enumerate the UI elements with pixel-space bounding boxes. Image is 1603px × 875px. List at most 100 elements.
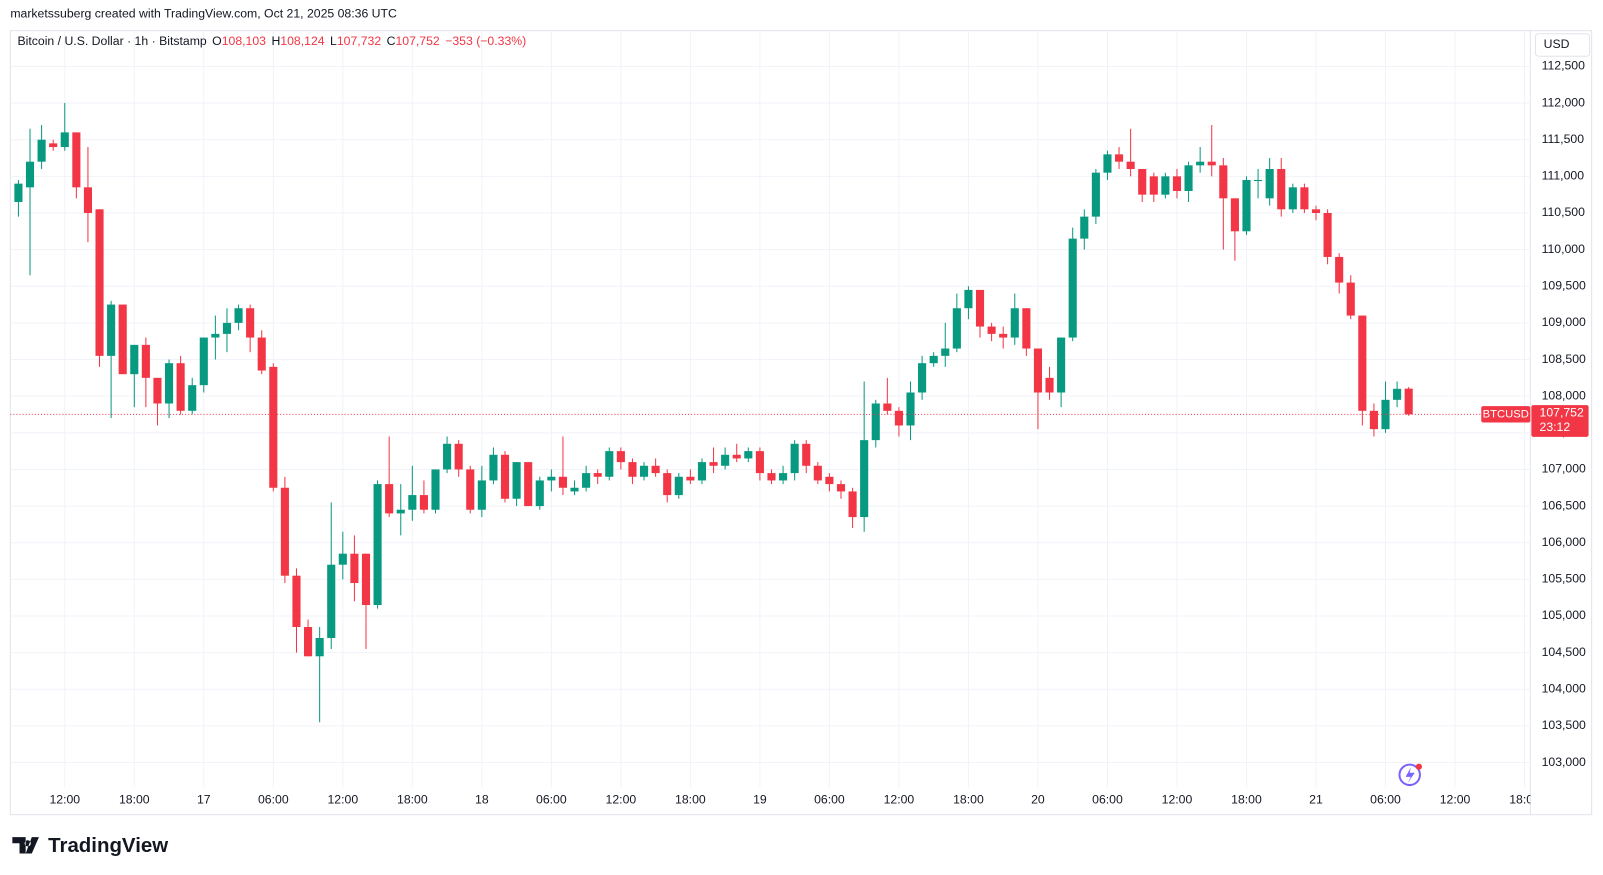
candle-body: [1045, 377, 1054, 393]
candle-body: [60, 132, 69, 148]
candle-body: [929, 355, 938, 364]
y-tick-label: 111,500: [1542, 132, 1585, 146]
candle-body: [1230, 198, 1239, 232]
ticker-label: BTCUSD: [1483, 408, 1529, 420]
candle-body: [1323, 212, 1332, 257]
candle-body: [1358, 315, 1367, 411]
candle-body: [315, 637, 324, 657]
chart-frame: [9, 30, 1593, 816]
candle-body: [1242, 180, 1251, 232]
candle-body: [524, 462, 533, 507]
candle-body: [1172, 176, 1182, 191]
candle-body: [222, 322, 232, 334]
candle-body: [1254, 180, 1263, 182]
candle-body: [964, 289, 973, 309]
candle-body: [582, 473, 591, 488]
candle-body: [141, 344, 150, 378]
candle-body: [443, 443, 452, 470]
candle-body: [1311, 209, 1321, 213]
price-tag: [1531, 405, 1589, 437]
candle-body: [813, 465, 822, 481]
candle-body: [1369, 410, 1378, 430]
candle-body: [199, 337, 208, 386]
candle-body: [825, 476, 834, 485]
candle-body: [836, 484, 846, 492]
y-tick-label: 108,000: [1542, 388, 1586, 402]
candle-body: [1080, 216, 1089, 239]
candle-body: [280, 487, 289, 576]
candle-body: [49, 143, 58, 148]
y-tick-label: 103,500: [1542, 718, 1586, 732]
candle-body: [1103, 154, 1112, 173]
x-tick-label: 17: [197, 793, 211, 807]
currency: USD: [1544, 37, 1570, 51]
grid: [10, 30, 1531, 788]
y-tick-label: 105,000: [1542, 608, 1586, 622]
candle-body: [1114, 154, 1124, 162]
x-tick-label: 06:00: [1370, 793, 1401, 807]
candles: [10, 103, 1531, 723]
candle-body: [1346, 282, 1355, 316]
x-tick-label: 20: [1031, 793, 1045, 807]
candle-body: [454, 443, 463, 470]
candle-body: [639, 465, 649, 477]
candle-body: [1033, 348, 1043, 393]
candle-body: [1068, 238, 1077, 338]
x-tick-label: 18:00: [953, 793, 984, 807]
y-tick-label: 104,000: [1542, 682, 1586, 696]
candle-body: [779, 473, 788, 481]
y-tick-label: 110,500: [1542, 205, 1586, 219]
candle-body: [1219, 165, 1228, 199]
candle-body: [1381, 399, 1390, 430]
symbol: Bitcoin / U.S. Dollar · 1h · Bitstamp: [17, 34, 206, 48]
candle-body: [153, 377, 162, 404]
currency-button[interactable]: [1534, 33, 1591, 57]
candle-body: [906, 392, 915, 426]
y-tick-label: 107,000: [1542, 462, 1586, 476]
x-tick-label: 12:00: [1440, 793, 1471, 807]
candle-body: [396, 509, 405, 514]
candle-body: [871, 403, 880, 441]
ohlc-key: H: [271, 34, 280, 48]
attribution: marketssuberg created with TradingView.c…: [10, 7, 397, 21]
candle-body: [500, 454, 510, 499]
y-tick-label: 112,500: [1542, 59, 1586, 73]
candle-body: [663, 473, 672, 496]
x-tick-label: 18:00: [397, 793, 428, 807]
x-tick-label: 18: [475, 793, 489, 807]
ohlc-value: 108,103: [222, 34, 266, 48]
x-tick-label: 18:00: [675, 793, 706, 807]
candle-body: [605, 451, 614, 477]
candle-body: [547, 476, 556, 481]
x-tick-label: 18:00: [119, 793, 150, 807]
candle-body: [477, 480, 486, 510]
x-tick-label: 12:00: [606, 793, 637, 807]
candle-body: [419, 495, 428, 510]
countdown: 23:12: [1540, 420, 1571, 434]
candle-body: [570, 487, 579, 492]
candle-body: [95, 209, 104, 356]
candle-body: [1138, 169, 1147, 195]
candle-body: [1288, 187, 1297, 210]
candle-body: [338, 553, 347, 565]
candle-body: [107, 304, 116, 356]
candle-body: [373, 484, 382, 606]
candle-body: [130, 344, 139, 375]
y-tick-label: 109,000: [1542, 315, 1586, 329]
candle-body: [616, 451, 625, 463]
candle-body: [721, 454, 730, 466]
candle-body: [1184, 165, 1193, 191]
candle-body: [211, 333, 220, 338]
candle-body: [257, 337, 266, 371]
x-axis: 12:00 18:00 17 06:00 12:00 18:00 18 06:00 12:00 1…: [49, 793, 1530, 807]
candle-body: [686, 476, 695, 481]
assistant-icon[interactable]: [1398, 763, 1422, 787]
y-tick-label: 106,500: [1542, 498, 1586, 512]
candle-body: [918, 363, 927, 393]
y-tick-label: 103,000: [1542, 755, 1586, 769]
candle-body: [83, 187, 92, 213]
ohlc-value: 107,752: [395, 34, 439, 48]
y-tick-label: 109,500: [1542, 278, 1586, 292]
y-tick-label: 111,000: [1542, 169, 1585, 183]
